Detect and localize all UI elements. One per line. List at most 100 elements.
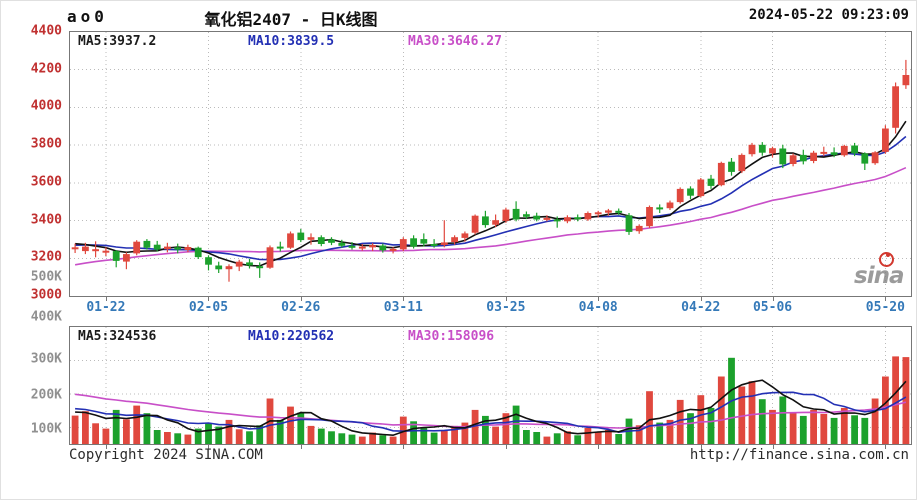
candle-body bbox=[461, 233, 469, 238]
candle-body bbox=[71, 247, 79, 250]
copyright-text: Copyright 2024 SINA.COM bbox=[69, 447, 263, 463]
volume-bar bbox=[225, 419, 233, 444]
axis-tick bbox=[505, 445, 507, 449]
volume-bar bbox=[276, 419, 284, 444]
price-pane: MA5:3937.2 MA10:3839.5 MA30:3646.27 bbox=[69, 31, 912, 297]
candle-body bbox=[246, 262, 253, 266]
date-label: 05-20 bbox=[865, 300, 905, 315]
volume-bar bbox=[410, 421, 417, 444]
volume-bar bbox=[102, 428, 110, 444]
volume-bar bbox=[112, 409, 120, 444]
candle-body bbox=[205, 257, 212, 265]
candle-body bbox=[728, 161, 735, 172]
price-axis-label: 4200 bbox=[30, 61, 62, 77]
candle-body bbox=[348, 245, 356, 248]
candle-body bbox=[440, 242, 448, 245]
candle-body bbox=[399, 239, 407, 250]
candle-body bbox=[379, 245, 387, 251]
volume-bar bbox=[615, 434, 623, 444]
candle-body bbox=[317, 237, 325, 244]
candle-body bbox=[553, 219, 561, 222]
candle-body bbox=[143, 240, 151, 248]
candle-body bbox=[235, 261, 243, 267]
volume-bar bbox=[348, 434, 356, 444]
volume-bar bbox=[451, 425, 458, 444]
volume-bar bbox=[430, 432, 438, 444]
candle-body bbox=[471, 215, 479, 233]
price-axis-label: 3800 bbox=[30, 136, 62, 152]
volume-bar bbox=[564, 431, 571, 444]
symbol-code: ao0 bbox=[67, 7, 108, 26]
volume-ma5-line bbox=[75, 379, 907, 437]
volume-bar bbox=[307, 425, 315, 444]
candle-body bbox=[123, 254, 130, 262]
volume-bar bbox=[748, 381, 756, 444]
candle-body bbox=[830, 152, 838, 155]
candle-body bbox=[92, 249, 99, 252]
candle-body bbox=[738, 154, 746, 172]
volume-bar bbox=[840, 407, 848, 444]
volume-axis-label: 300K bbox=[30, 351, 62, 367]
volume-bar bbox=[533, 432, 541, 444]
volume-axis-label: 500K bbox=[30, 269, 62, 285]
volume-bar bbox=[82, 411, 89, 444]
price-axis-label: 4400 bbox=[30, 23, 62, 39]
axis-tick bbox=[772, 445, 774, 449]
volume-bar bbox=[902, 357, 910, 444]
candle-body bbox=[164, 246, 171, 250]
axis-tick bbox=[105, 297, 107, 301]
volume-bar bbox=[523, 430, 530, 444]
axis-tick bbox=[885, 445, 887, 449]
volume-axis-label: 200K bbox=[30, 387, 62, 403]
chart-title: 氧化铝2407 - 日K线图 bbox=[204, 10, 378, 29]
date-label: 03-25 bbox=[486, 300, 526, 315]
volume-bar bbox=[810, 409, 817, 444]
volume-bar bbox=[440, 430, 448, 444]
axis-tick bbox=[598, 445, 600, 449]
volume-bar bbox=[758, 399, 766, 444]
axis-tick bbox=[403, 297, 405, 301]
candle-body bbox=[697, 179, 705, 197]
candle-body bbox=[799, 154, 807, 162]
candle-body bbox=[389, 248, 397, 251]
candle-body bbox=[666, 202, 674, 209]
volume-bar bbox=[123, 419, 130, 444]
price-ma10-line bbox=[75, 135, 907, 261]
candle-body bbox=[338, 242, 346, 246]
candle-body bbox=[892, 86, 899, 128]
candle-body bbox=[502, 209, 510, 221]
candle-body bbox=[594, 212, 602, 215]
volume-bar bbox=[707, 407, 715, 444]
axis-tick bbox=[300, 445, 302, 449]
candle-body bbox=[820, 151, 828, 154]
candle-body bbox=[225, 266, 233, 270]
candle-body bbox=[584, 213, 592, 220]
price-axis-label: 3200 bbox=[30, 249, 62, 265]
candle-body bbox=[184, 247, 192, 250]
volume-bar bbox=[358, 436, 366, 444]
volume-bar bbox=[317, 428, 325, 444]
volume-bar bbox=[184, 434, 192, 444]
volume-bar bbox=[882, 376, 889, 444]
volume-bar bbox=[697, 395, 705, 444]
volume-bar bbox=[512, 405, 520, 444]
candle-body bbox=[112, 251, 120, 261]
volume-bar bbox=[861, 417, 869, 444]
date-label: 03-11 bbox=[383, 300, 423, 315]
axis-tick bbox=[505, 297, 507, 301]
volume-bar bbox=[676, 399, 684, 444]
candle-body bbox=[717, 162, 725, 186]
candle-body bbox=[102, 250, 110, 253]
axis-tick bbox=[700, 297, 702, 301]
volume-ma5-label: MA5:324536 bbox=[78, 329, 157, 344]
candle-body bbox=[789, 155, 797, 164]
volume-bar bbox=[502, 413, 510, 444]
volume-bar bbox=[717, 376, 725, 444]
price-chart-canvas bbox=[70, 32, 911, 296]
price-axis-label: 3400 bbox=[30, 212, 62, 228]
volume-axis-tickmarks bbox=[69, 445, 912, 449]
finance-url-link[interactable]: http://finance.sina.com.cn bbox=[689, 447, 909, 463]
axis-tick bbox=[598, 297, 600, 301]
volume-bar bbox=[328, 431, 335, 444]
candle-body bbox=[605, 210, 612, 213]
